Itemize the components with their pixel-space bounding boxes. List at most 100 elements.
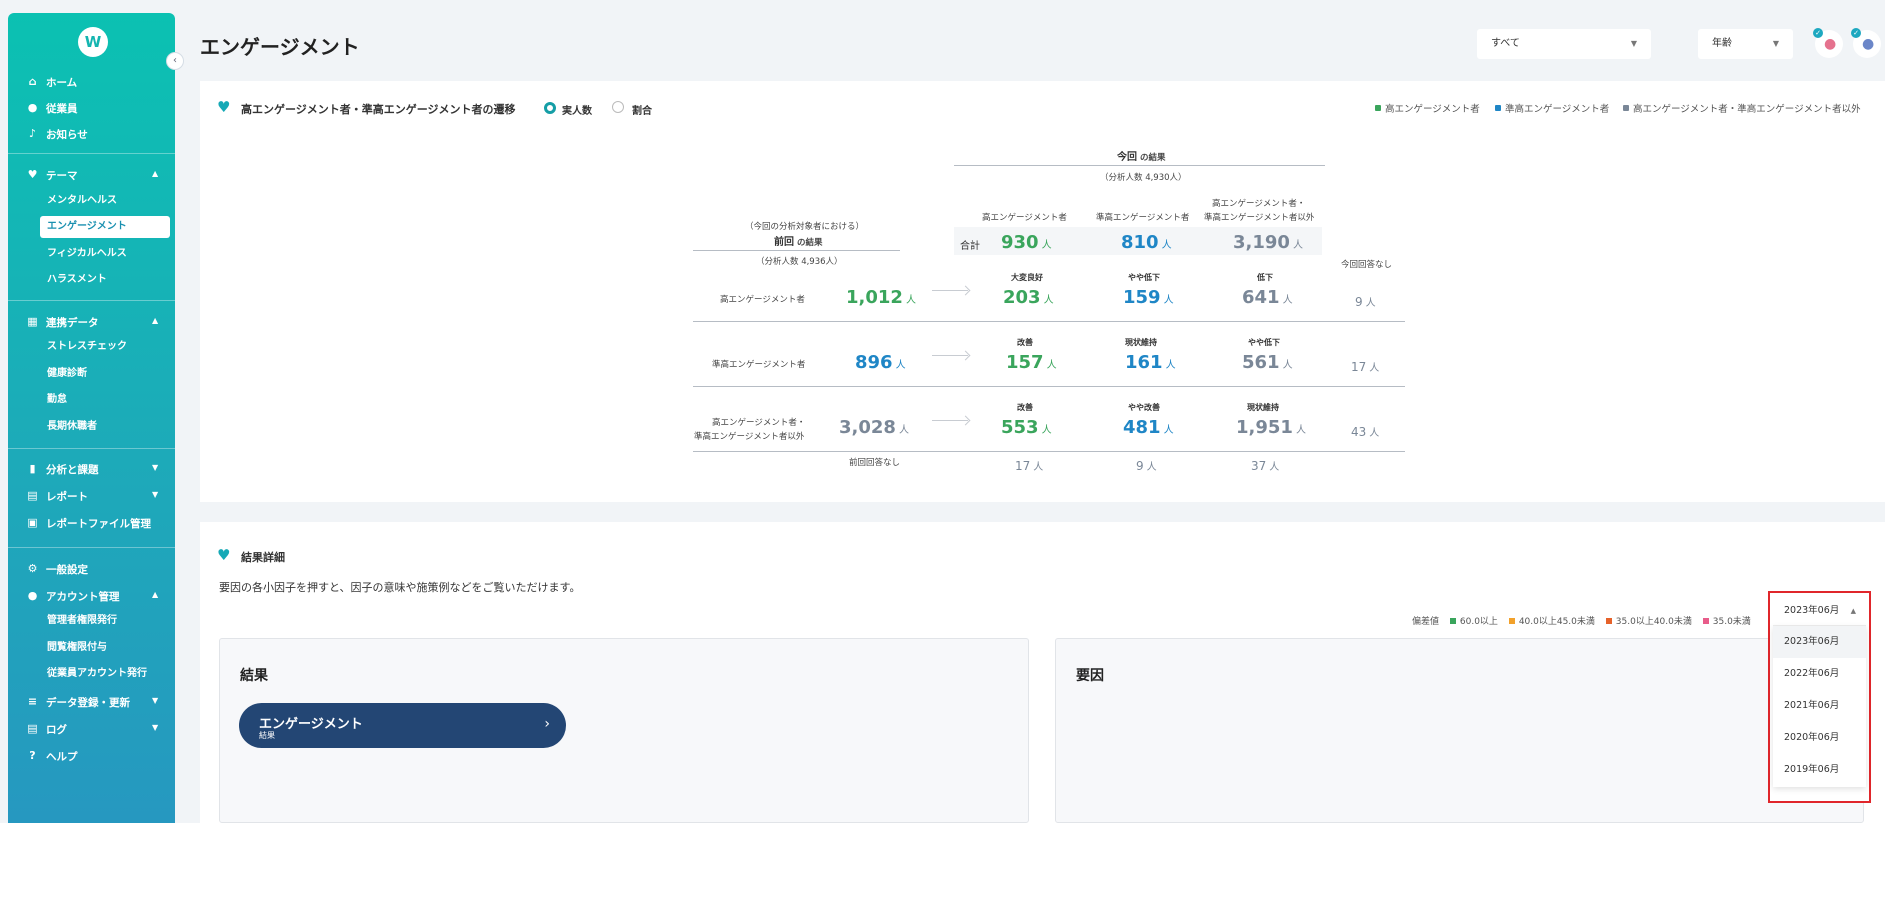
sidebar-subitem-attendance[interactable]: 勤怠 (47, 394, 67, 405)
legend-swatch (1449, 618, 1456, 624)
current-analyzed: （分析人数 4,930人） (1100, 173, 1187, 183)
sidebar-item-home[interactable]: ⌂ ホーム (8, 70, 175, 94)
sidebar-item-label: テーマ (46, 170, 78, 182)
total-high-value: 930 (1001, 232, 1039, 253)
total-row (954, 227, 1322, 255)
row-semi-v2: 161 人 (1125, 352, 1176, 373)
engagement-button-label: エンゲージメント (259, 717, 363, 732)
heart-pulse-icon: ♥ (217, 98, 231, 116)
date-option[interactable]: 2023年06月 (1773, 626, 1866, 658)
heart-pulse-icon: ♥ (217, 546, 231, 564)
unit: 人 (1146, 462, 1157, 473)
unit: 人 (898, 425, 909, 436)
row-other-prev-value: 3,028 (839, 417, 896, 438)
sidebar-item-label: 従業員 (46, 103, 78, 115)
date-select[interactable]: 2023年06月 ▲ (1773, 596, 1866, 626)
user-avatar-1[interactable]: ✓ ● (1813, 28, 1843, 58)
value: 43 (1351, 425, 1367, 439)
date-dropdown: 2023年06月 ▲ 2023年06月 2022年06月 2021年06月 202… (1768, 591, 1871, 803)
row-divider (693, 386, 1405, 387)
date-option[interactable]: 2021年06月 (1784, 700, 1840, 711)
sidebar-item-employees[interactable]: ● 従業員 (8, 96, 175, 120)
sidebar-item-log[interactable]: ▤ ログ ▼ (8, 717, 175, 741)
row-high-prev-value: 1,012 (846, 287, 903, 308)
sidebar-subitem-physical[interactable]: フィジカルヘルス (47, 248, 127, 259)
database-icon: ≡ (27, 695, 38, 708)
sidebar-subitem-employee-account[interactable]: 従業員アカウント発行 (47, 668, 147, 679)
arrow-right-icon (932, 290, 968, 291)
log-icon: ▤ (27, 722, 38, 735)
row-high-label: 高エンゲージメント者 (720, 295, 805, 305)
heart-icon: ♥ (27, 168, 38, 181)
date-option[interactable]: 2020年06月 (1784, 732, 1840, 743)
sidebar-item-general[interactable]: ⚙ 一般設定 (8, 557, 175, 581)
unit: 人 (1033, 462, 1044, 473)
sidebar-subitem-mental[interactable]: メンタルヘルス (47, 195, 117, 206)
unit: 人 (1365, 298, 1376, 309)
user-avatar-2[interactable]: ✓ ● (1851, 28, 1881, 58)
current-label: 今回 の結果 (1117, 148, 1166, 163)
prev-bracket (693, 250, 900, 251)
sidebar-collapse-button[interactable]: ‹ (166, 52, 184, 70)
total-semi-value: 810 (1121, 232, 1159, 253)
value: 203 (1003, 287, 1041, 308)
row-other-label-1: 高エンゲージメント者・ (712, 418, 806, 428)
sidebar-subitem-admin-permission[interactable]: 管理者権限発行 (47, 615, 117, 626)
row-other-label-2: 準高エンゲージメント者以外 (694, 432, 805, 442)
help-icon: ? (29, 749, 36, 762)
check-icon: ✓ (1813, 28, 1823, 38)
sidebar-item-label: 連携データ (46, 317, 99, 329)
legend-swatch (1508, 618, 1515, 624)
current-bracket (954, 165, 1325, 166)
row-other-v1: 553 人 (1001, 417, 1052, 438)
prev-analyzed: （分析人数 4,936人） (756, 257, 843, 267)
sidebar-item-account[interactable]: ● アカウント管理 ▲ (8, 584, 175, 608)
row-other-c2: やや改善 (1128, 403, 1160, 412)
total-high: 930 人 (1001, 232, 1052, 253)
radio-count[interactable] (544, 102, 556, 114)
sidebar-item-help[interactable]: ? ヘルプ (8, 744, 175, 768)
sidebar-subitem-health-check[interactable]: 健康診断 (47, 368, 87, 379)
total-label: 合計 (960, 241, 980, 252)
sidebar-item-theme[interactable]: ♥ テーマ ▲ (8, 163, 175, 187)
no-answer-prev-label: 前回回答なし (849, 458, 901, 468)
sidebar-divider (8, 153, 175, 154)
date-options-list: 2023年06月 2022年06月 2021年06月 2020年06月 2019… (1773, 626, 1866, 787)
unit: 人 (1161, 240, 1172, 251)
sidebar-item-analysis[interactable]: ▮ 分析と課題 ▼ (8, 457, 175, 481)
row-divider (693, 321, 1405, 322)
details-description: 要因の各小因子を押すと、因子の意味や施策例などをご覧いただけます。 (219, 581, 581, 594)
filter-all-select[interactable]: すべて ▼ (1477, 29, 1651, 59)
sidebar-item-data-registration[interactable]: ≡ データ登録・更新 ▼ (8, 690, 175, 714)
sidebar-subitem-stress-check[interactable]: ストレスチェック (47, 341, 127, 352)
current-suffix: の結果 (1140, 153, 1166, 163)
factor-card-title: 要因 (1076, 668, 1104, 684)
total-other: 3,190 人 (1233, 232, 1303, 253)
date-option[interactable]: 2019年06月 (1784, 764, 1840, 775)
sidebar-item-notices[interactable]: ♪ お知らせ (8, 122, 175, 146)
chevron-up-icon: ▲ (152, 590, 159, 599)
sidebar-item-report[interactable]: ▤ レポート ▼ (8, 484, 175, 508)
sidebar-subitem-view-permission[interactable]: 閲覧権限付与 (47, 642, 107, 653)
engagement-button-sub: 結果 (259, 731, 275, 740)
unit: 人 (1165, 360, 1176, 371)
radio-ratio[interactable] (612, 101, 624, 113)
prev-caption: （今回の分析対象者における） (745, 222, 865, 232)
legend-other: 高エンゲージメント者・準高エンゲージメント者以外 (1623, 101, 1861, 115)
file-icon: ▣ (27, 516, 38, 529)
sidebar-item-report-files[interactable]: ▣ レポートファイル管理 (8, 511, 175, 535)
date-option[interactable]: 2022年06月 (1784, 668, 1840, 679)
sidebar-item-label: ヘルプ (46, 751, 78, 763)
sidebar-item-linked-data[interactable]: ▦ 連携データ ▲ (8, 310, 175, 334)
sidebar-subitem-long-leave[interactable]: 長期休職者 (47, 421, 97, 432)
sidebar-subitem-harassment[interactable]: ハラスメント (47, 274, 107, 285)
sidebar-subitem-engagement[interactable]: エンゲージメント (40, 216, 170, 238)
app-logo[interactable]: W (78, 27, 108, 57)
filter-age-select[interactable]: 年齢 ▼ (1698, 29, 1793, 59)
caret-up-icon: ▲ (1850, 607, 1856, 615)
legend-swatch (1605, 618, 1612, 624)
engagement-result-button[interactable]: エンゲージメント 結果 › (239, 703, 566, 748)
row-other-prev: 3,028 人 (839, 417, 909, 438)
prev-na-v1: 17 人 (1015, 455, 1043, 474)
